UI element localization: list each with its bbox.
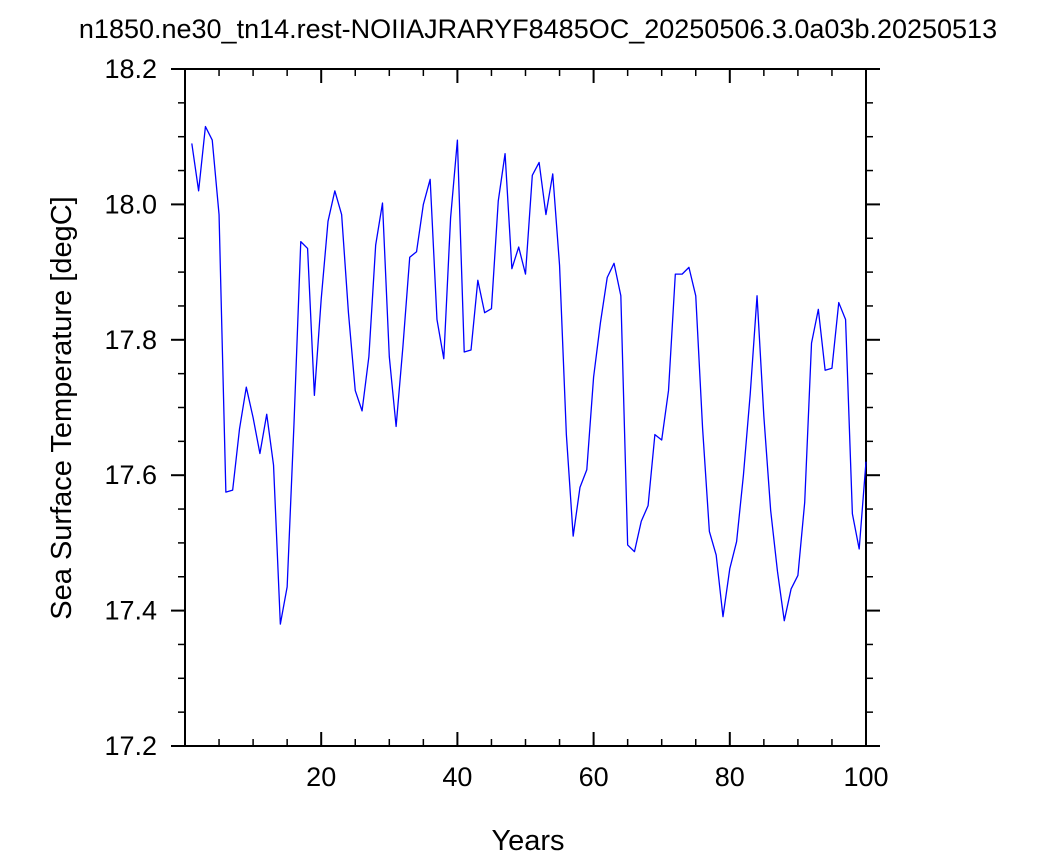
axis-ticks [171,68,880,747]
y-tick-label: 18.2 [104,54,157,84]
y-tick-label: 18.0 [104,189,157,219]
x-axis-label: Years [491,825,564,857]
x-tick-label: 80 [715,762,745,792]
x-tick-label: 60 [579,762,609,792]
y-tick-label: 17.8 [104,325,157,355]
x-tick-label: 40 [442,762,472,792]
y-tick-label: 17.4 [104,596,157,626]
chart-title: n1850.ne30_tn14.rest-NOIIAJRARYF8485OC_2… [79,14,997,44]
y-axis-label: Sea Surface Temperature [degC] [46,196,78,619]
axis-tick-labels: 20 40 60 80 100 17.2 17.4 17.6 17.8 18.0 18.2 [104,54,888,792]
data-series [191,125,867,625]
x-tick-label: 100 [843,762,888,792]
y-tick-label: 17.6 [104,460,157,490]
y-tick-label: 17.2 [104,731,157,761]
x-tick-label: 20 [306,762,336,792]
series-line-0 [191,125,867,625]
